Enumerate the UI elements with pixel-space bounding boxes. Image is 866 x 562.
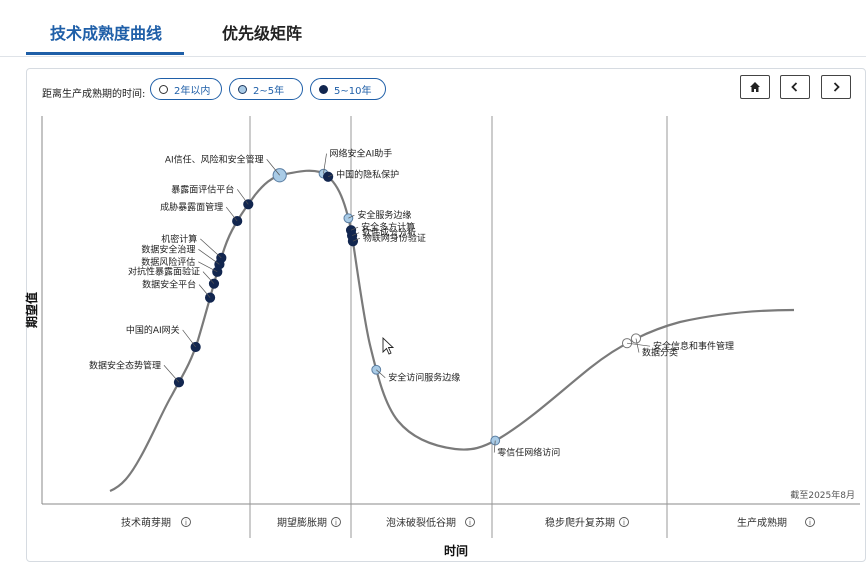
phase-label: 期望膨胀期 [277,516,327,529]
label-leader-line [198,284,211,298]
label-leader-line [327,174,334,178]
tab-priority-matrix[interactable]: 优先级矩阵 [222,24,303,43]
phase-label: 稳步爬升复苏期 [545,516,615,529]
point-label[interactable]: 安全服务边缘 [357,209,411,221]
hype-curve [109,169,795,493]
label-leader-line [225,206,238,222]
svg-text:i: i [623,519,625,527]
point-label[interactable]: 安全信息和事件管理 [653,340,734,352]
point-label[interactable]: 数据安全治理 [141,243,195,255]
label-leader-line [323,153,327,174]
home-button[interactable] [740,75,770,99]
phase-label: 生产成熟期 [737,516,787,529]
point-label[interactable]: 对抗性暴露面验证 [128,266,200,278]
phase-label: 技术萌芽期 [121,516,171,529]
phase-label: 泡沫破裂低谷期 [386,516,456,529]
legend-label-2yr: 2年以内 [174,85,211,97]
label-leader-line [236,189,249,205]
y-axis-title: 期望值 [24,292,39,328]
point-label[interactable]: 数据安全平台 [142,279,196,291]
label-leader-line [627,342,651,347]
point-label[interactable]: 机密计算 [161,233,197,245]
next-button[interactable] [821,75,851,99]
label-leader-line [493,440,496,453]
label-leader-line [348,214,355,219]
active-tab-indicator [26,52,184,55]
info-icon[interactable]: i [619,517,629,528]
label-leader-line [198,249,220,265]
info-icon[interactable]: i [805,517,815,528]
info-icon[interactable]: i [331,517,341,528]
point-label[interactable]: 零信任网络访问 [497,447,560,459]
point-label[interactable]: AI信任、风险和安全管理 [165,153,264,165]
label-leader-line [350,226,359,231]
info-icon[interactable]: i [465,517,475,528]
labels-layer: 数据安全态势管理 中国的AI网关 数据安全平台对抗性暴露面验证数据风险评估数据安全治… [89,148,734,459]
point-label[interactable]: 安全多方计算 [361,221,415,233]
legend-filter-2-5yr[interactable]: 2~5年 [229,78,303,100]
label-leader-line [351,232,360,237]
legend-label-5-10yr: 5~10年 [334,85,372,97]
label-leader-line [200,238,222,259]
legend-dot-light [238,84,247,94]
label-leader-line [182,329,196,348]
info-icon[interactable]: i [181,517,191,528]
point-label[interactable]: 数据分类 [642,347,678,359]
svg-text:i: i [469,519,471,527]
point-label[interactable]: 成胁暴露面管理 [160,201,223,213]
legend-label-2-5yr: 2~5年 [253,85,285,97]
label-leader-line [376,369,386,378]
point-label[interactable]: 软件成分分析 [362,227,416,239]
prev-button[interactable] [780,75,810,99]
point-label[interactable]: 中国的隐私保护 [336,169,399,181]
point-label[interactable]: 物联网身份验证 [363,232,426,244]
svg-text:i: i [809,519,811,527]
tab-bar: 技术成熟度曲线 优先级矩阵 [0,0,866,57]
legend-filter-5-10yr[interactable]: 5~10年 [310,78,386,100]
legend-dot-dark [319,84,328,94]
point-label[interactable]: 暴露面评估平台 [171,183,234,195]
label-leader-line [202,271,215,284]
tab-hype-cycle[interactable]: 技术成熟度曲线 [50,24,163,43]
chevron-right-icon [833,82,840,92]
point-label[interactable]: 数据风险评估 [141,256,195,268]
label-leader-line [352,237,361,242]
label-leader-line [163,365,180,383]
legend-filter-2yr[interactable]: 2年以内 [150,78,222,100]
home-icon [750,82,760,92]
label-leader-line [266,159,280,176]
legend-label: 距离生产成熟期的时间: [42,89,146,100]
date-note: 截至2025年8月 [790,489,855,501]
point-label[interactable]: 数据安全态势管理 [89,359,161,371]
legend-dot-white [159,84,168,94]
chevron-left-icon [791,82,798,92]
x-axis-title: 时间 [444,543,468,558]
svg-text:i: i [335,519,337,527]
point-label[interactable]: 安全访问服务边缘 [388,372,460,384]
label-leader-line [635,338,640,353]
label-leader-line [198,261,218,273]
mouse-cursor-icon [382,336,395,355]
svg-text:i: i [185,519,187,527]
point-label[interactable]: 中国的AI网关 [126,324,180,336]
point-label[interactable]: 网络安全AI助手 [330,148,393,160]
